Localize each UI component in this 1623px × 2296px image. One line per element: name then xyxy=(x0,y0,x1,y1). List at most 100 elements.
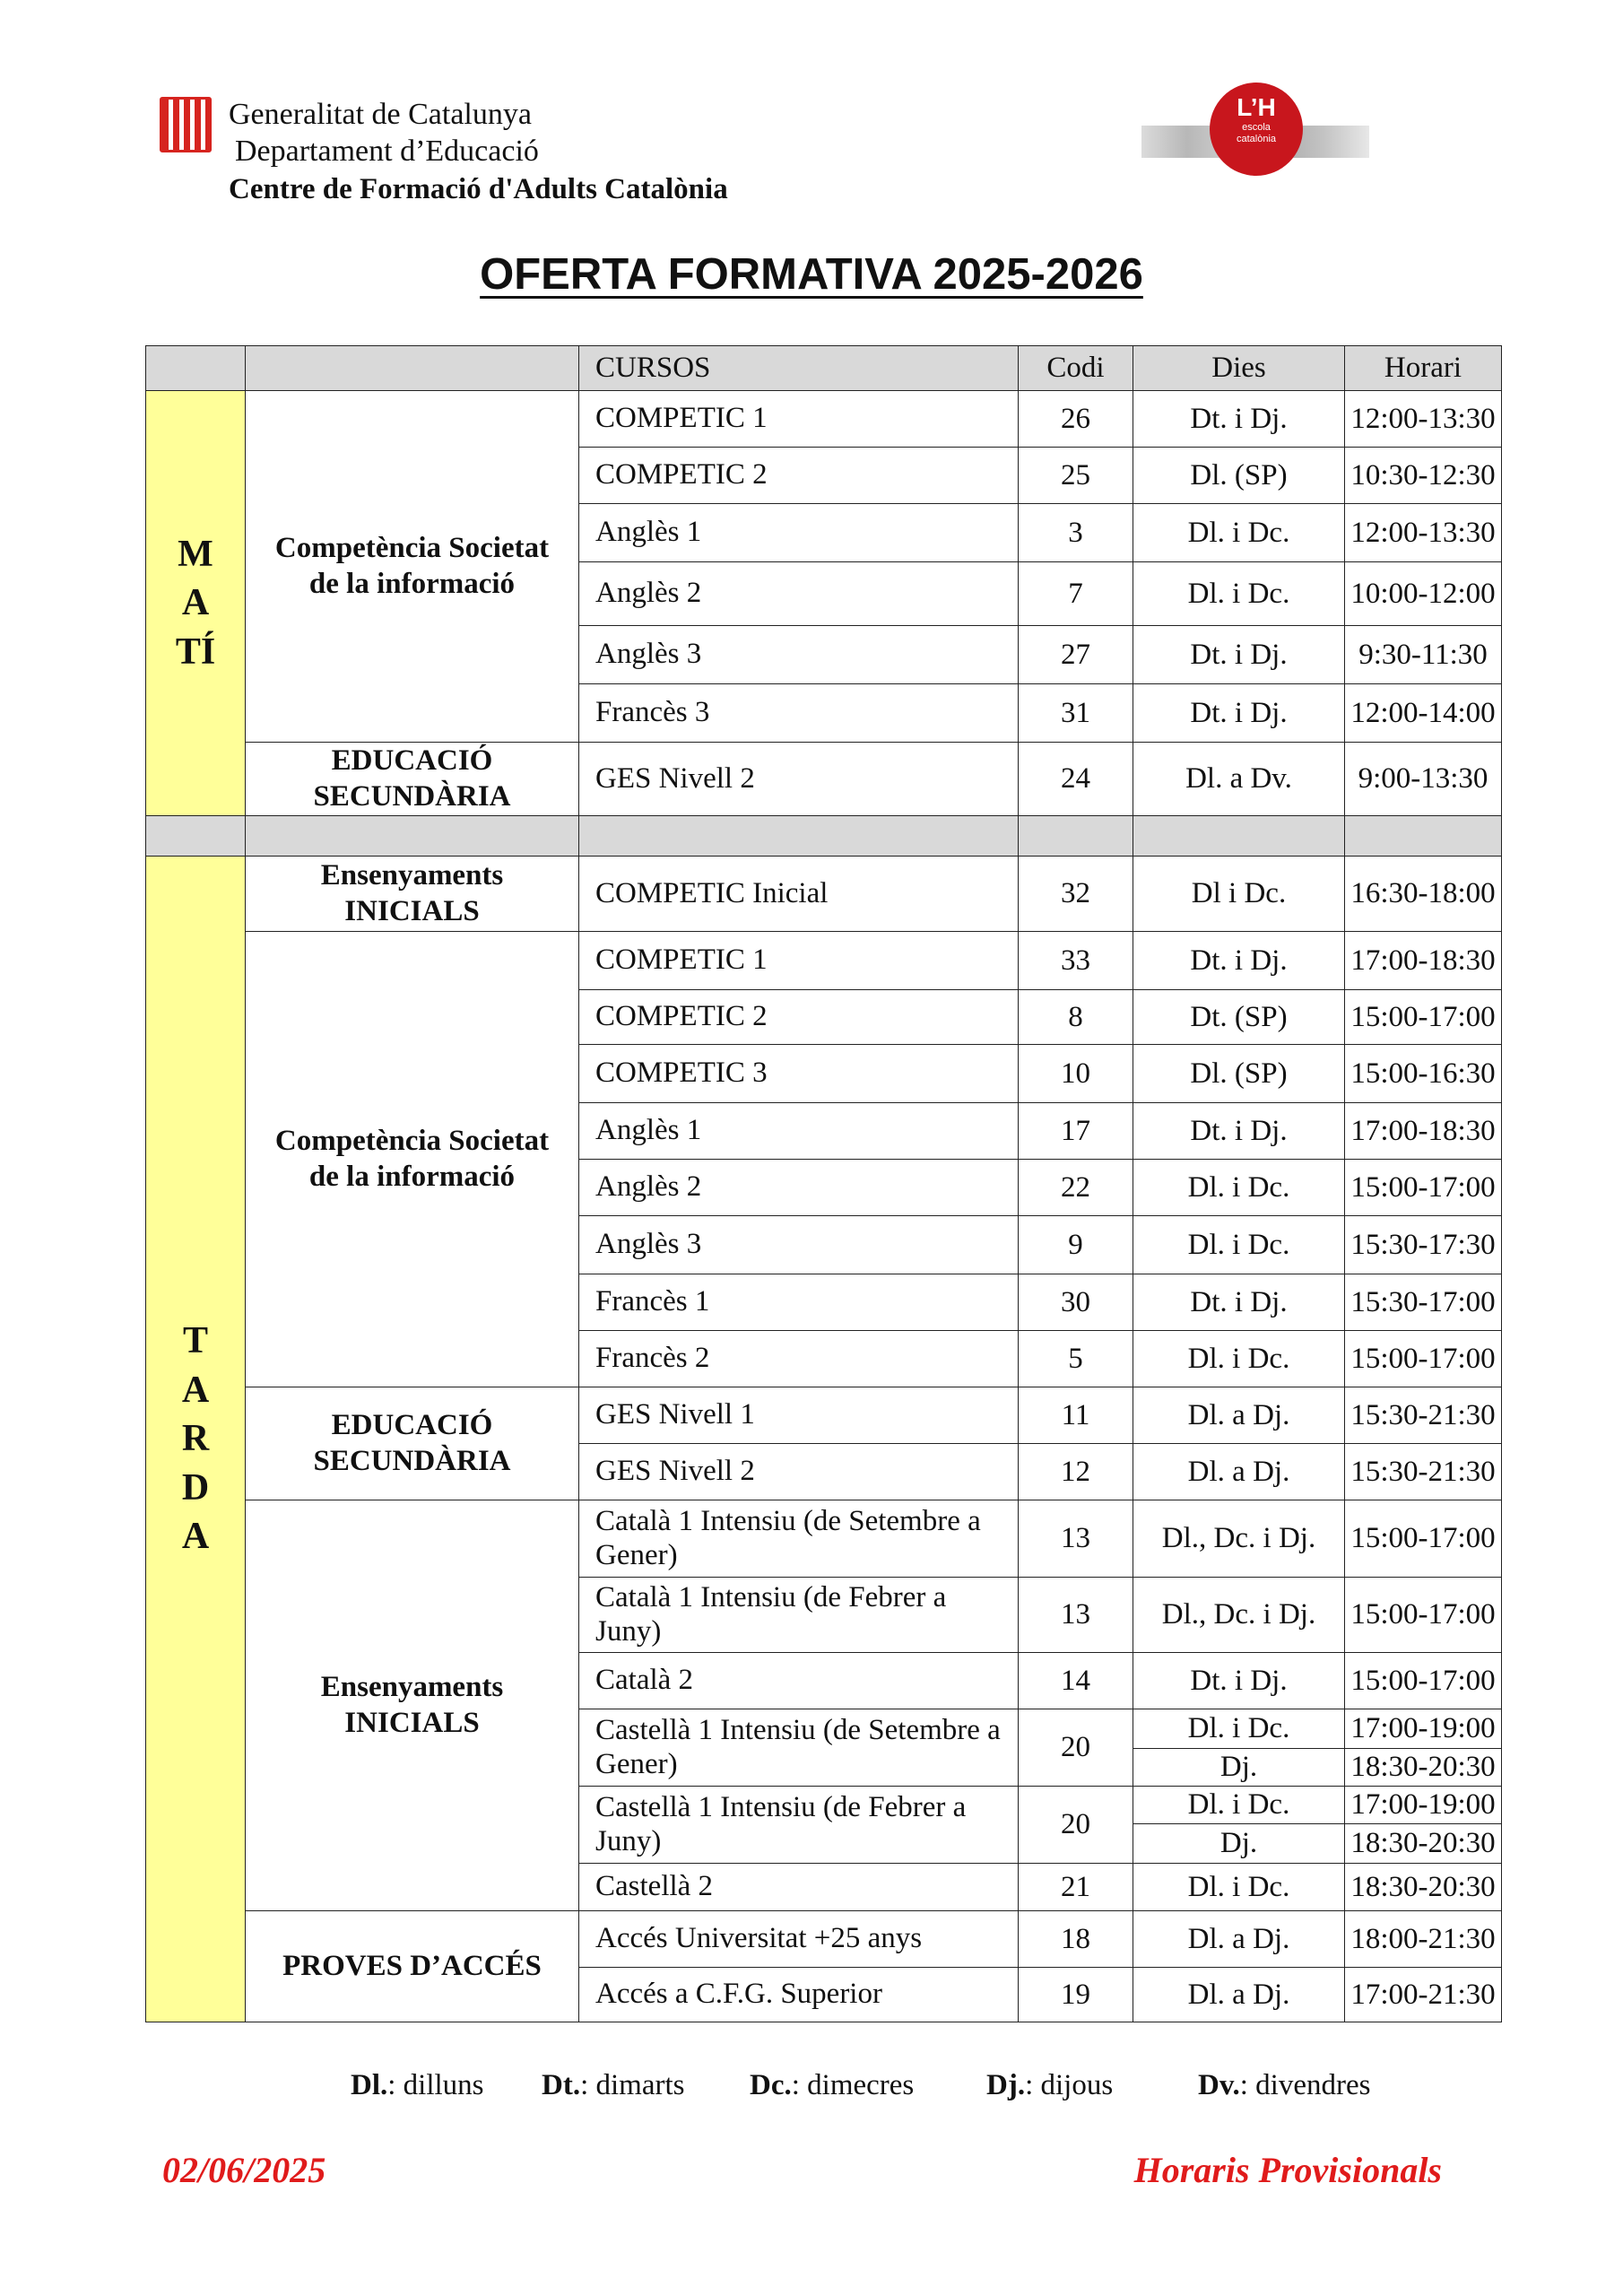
course-code: 13 xyxy=(1018,1500,1133,1578)
course-schedule: 15:00-17:00 xyxy=(1344,1577,1502,1653)
course-name: GES Nivell 1 xyxy=(578,1387,1019,1444)
table-row: MATÍ Competència Societat de la informaci… xyxy=(145,390,1502,816)
group-label: Competència Societat de la informació xyxy=(245,931,579,1387)
course-name: Anglès 1 xyxy=(578,1102,1019,1160)
course-days: Dj. xyxy=(1133,1748,1345,1787)
table-row: COMPETIC 3 10 Dl. (SP) 15:00-16:30 xyxy=(146,1044,1502,1103)
course-code: 5 xyxy=(1018,1330,1133,1387)
course-days: Dl. a Dj. xyxy=(1133,1967,1345,2022)
course-name: Castellà 1 Intensiu (de Setembre a Gener… xyxy=(578,1709,1019,1787)
header-line-2: Departament d’Educació xyxy=(235,135,539,168)
course-code: 10 xyxy=(1018,1044,1133,1103)
separator-row xyxy=(145,815,1502,857)
course-name: Castellà 2 xyxy=(578,1863,1019,1911)
course-name: Català 2 xyxy=(578,1652,1019,1709)
empty-cell xyxy=(1133,815,1345,857)
table-row: Francès 2 5 Dl. i Dc. 15:00-17:00 xyxy=(146,1330,1502,1387)
course-schedule: 18:30-20:30 xyxy=(1344,1823,1502,1864)
legend-item: Dj.: dijous xyxy=(986,2069,1113,2102)
legend-text: : divendres xyxy=(1239,2069,1371,2101)
course-days: Dt. i Dj. xyxy=(1133,625,1345,684)
table-row: GES Nivell 2 12 Dl. a Dj. 15:30-21:30 xyxy=(146,1443,1502,1500)
course-code: 31 xyxy=(1018,683,1133,743)
course-table: CURSOS Codi Dies Horari MATÍ Competència Soci… xyxy=(145,345,1502,2022)
course-code: 33 xyxy=(1018,931,1133,990)
legend-abbr: Dj. xyxy=(986,2069,1026,2101)
course-code: 3 xyxy=(1018,503,1133,562)
course-days: Dt. i Dj. xyxy=(1133,1274,1345,1331)
course-days: Dl. i Dc. xyxy=(1133,503,1345,562)
table-row: Anglès 2 22 Dl. i Dc. 15:00-17:00 xyxy=(146,1159,1502,1216)
legend-item: Dv.: divendres xyxy=(1198,2069,1370,2102)
column-header xyxy=(145,345,246,391)
table-row: EDUCACIÓ SECUNDÀRIA GES Nivell 2 24 Dl. a D… xyxy=(146,742,1502,816)
section-label-text: MATÍ xyxy=(175,533,216,673)
course-code: 11 xyxy=(1018,1387,1133,1444)
group-label: Ensenyaments INICIALS xyxy=(245,856,579,932)
table-row: Castellà 1 Intensiu (de Febrer a Juny) 20… xyxy=(146,1786,1502,1864)
course-name: Francès 1 xyxy=(578,1274,1019,1331)
course-code: 32 xyxy=(1018,856,1133,932)
course-days: Dt. i Dj. xyxy=(1133,683,1345,743)
course-code: 27 xyxy=(1018,625,1133,684)
course-code: 21 xyxy=(1018,1863,1133,1911)
logo-text: L’H xyxy=(1237,93,1276,121)
course-code: 18 xyxy=(1018,1910,1133,1968)
course-days: Dj. xyxy=(1133,1823,1345,1864)
legend-item: Dl.: dilluns xyxy=(351,2069,484,2102)
table-row: Dj. 18:30-20:30 xyxy=(146,1823,1502,1864)
course-schedule: 15:30-21:30 xyxy=(1344,1443,1502,1500)
course-schedule: 16:30-18:00 xyxy=(1344,856,1502,932)
column-header: CURSOS xyxy=(578,345,1019,391)
empty-cell xyxy=(245,815,579,857)
school-logo: L’H escola catalònia xyxy=(1210,83,1303,176)
group-label: Competència Societat de la informació xyxy=(245,390,579,743)
course-code: 9 xyxy=(1018,1215,1133,1274)
column-header: Horari xyxy=(1344,345,1502,391)
logo-text-small: catalònia xyxy=(1236,134,1277,144)
section-label: MATÍ xyxy=(145,390,246,816)
legend-text: : dimecres xyxy=(791,2069,915,2101)
course-code: 14 xyxy=(1018,1652,1133,1709)
page-title: OFERTA FORMATIVA 2025-2026 xyxy=(0,249,1623,300)
course-schedule: 9:30-11:30 xyxy=(1344,625,1502,684)
header-line-3: Centre de Formació d'Adults Catalònia xyxy=(229,173,728,205)
course-name: COMPETIC 3 xyxy=(578,1044,1019,1103)
course-code: 13 xyxy=(1018,1577,1133,1653)
course-schedule: 12:00-13:30 xyxy=(1344,503,1502,562)
generalitat-logo-icon xyxy=(160,97,212,152)
course-name: Català 1 Intensiu (de Febrer a Juny) xyxy=(578,1577,1019,1653)
course-days: Dl. a Dj. xyxy=(1133,1387,1345,1444)
section-label: TARDA xyxy=(145,856,246,2022)
course-code: 30 xyxy=(1018,1274,1133,1331)
table-row: Francès 1 30 Dt. i Dj. 15:30-17:00 xyxy=(146,1274,1502,1331)
course-name: COMPETIC 2 xyxy=(578,989,1019,1045)
group-label: EDUCACIÓ SECUNDÀRIA xyxy=(245,1387,579,1500)
group-label: EDUCACIÓ SECUNDÀRIA xyxy=(245,742,579,816)
course-schedule: 17:00-21:30 xyxy=(1344,1967,1502,2022)
legend-abbr: Dv. xyxy=(1198,2069,1240,2101)
course-schedule: 17:00-18:30 xyxy=(1344,931,1502,990)
course-name: COMPETIC 2 xyxy=(578,447,1019,504)
legend-abbr: Dt. xyxy=(542,2069,581,2101)
course-days: Dt. i Dj. xyxy=(1133,1102,1345,1160)
course-schedule: 18:30-20:30 xyxy=(1344,1863,1502,1911)
course-days: Dl. i Dc. xyxy=(1133,1786,1345,1824)
course-schedule: 18:00-21:30 xyxy=(1344,1910,1502,1968)
course-schedule: 10:00-12:00 xyxy=(1344,561,1502,626)
group-label: PROVES D’ACCÉS xyxy=(245,1910,579,2022)
course-days: Dl. a Dj. xyxy=(1133,1910,1345,1968)
empty-cell xyxy=(578,815,1019,857)
table-row: EDUCACIÓ SECUNDÀRIA GES Nivell 1 11 Dl. a D… xyxy=(146,1387,1502,1500)
table-row: COMPETIC 2 25 Dl. (SP) 10:30-12:30 xyxy=(146,447,1502,504)
course-days: Dl. i Dc. xyxy=(1133,1159,1345,1216)
group-label: Ensenyaments INICIALS xyxy=(245,1500,579,1911)
legend-text: : dijous xyxy=(1025,2069,1114,2101)
column-header: Dies xyxy=(1133,345,1345,391)
course-schedule: 12:00-13:30 xyxy=(1344,390,1502,448)
course-code: 7 xyxy=(1018,561,1133,626)
course-days: Dt. (SP) xyxy=(1133,989,1345,1045)
course-schedule: 15:30-17:30 xyxy=(1344,1215,1502,1274)
provisional-notice: Horaris Provisionals xyxy=(1133,2150,1442,2190)
